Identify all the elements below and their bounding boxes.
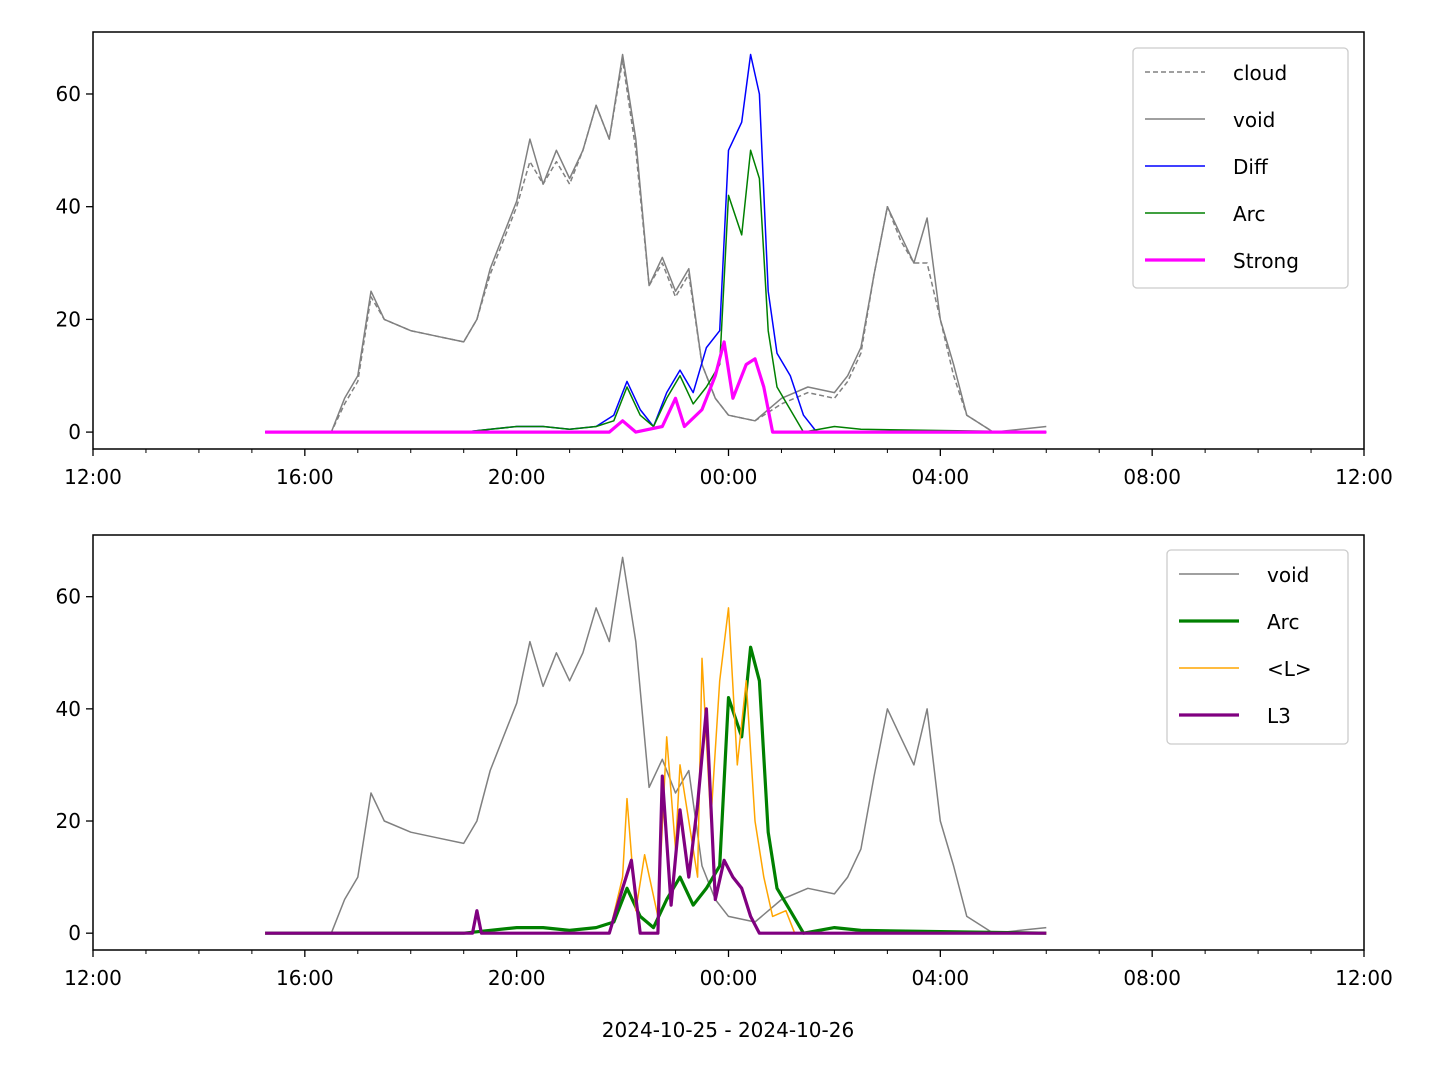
bottom-chart: 0 20 40 60 12:00 16:00 20:00 00:00 04:00 08:00 12:… <box>56 534 1393 990</box>
y-tick-label: 60 <box>56 585 81 609</box>
x-axis-label: 2024-10-25 - 2024-10-26 <box>602 1018 854 1042</box>
x-tick-label: 12:00 <box>1335 966 1393 990</box>
y-tick-label: 20 <box>56 307 81 331</box>
legend-label: Arc <box>1267 610 1299 634</box>
series-line-void <box>265 556 1047 934</box>
x-tick-label: 20:00 <box>488 966 546 990</box>
x-tick-label: 16:00 <box>276 465 334 489</box>
x-tick-label: 20:00 <box>488 465 546 489</box>
legend-label: Arc <box>1233 202 1265 226</box>
y-tick-label: 40 <box>56 697 81 721</box>
y-tick-label: 0 <box>68 420 81 444</box>
x-tick-label: 04:00 <box>912 966 970 990</box>
y-tick-label: 40 <box>56 195 81 219</box>
legend-label: Diff <box>1233 155 1269 179</box>
top-chart: 0 20 40 60 12:00 16:00 20:00 00:00 04:00 08:00 12:… <box>56 31 1393 489</box>
legend-label: L3 <box>1267 704 1291 728</box>
legend-label: void <box>1233 108 1275 132</box>
legend-label: void <box>1267 563 1309 587</box>
x-tick-label: 00:00 <box>700 966 758 990</box>
series-line-void <box>265 53 1047 433</box>
series-line-arc <box>265 149 1047 433</box>
y-tick-label: 20 <box>56 809 81 833</box>
legend-box <box>1132 47 1349 289</box>
x-tick-label: 04:00 <box>912 465 970 489</box>
legend-label: Strong <box>1233 249 1299 273</box>
x-tick-label: 08:00 <box>1123 465 1181 489</box>
series-line-strong <box>265 340 1047 434</box>
series-line-arc <box>265 645 1047 935</box>
legend-label: cloud <box>1233 61 1287 85</box>
x-tick-label: 16:00 <box>276 966 334 990</box>
y-tick-label: 60 <box>56 82 81 106</box>
legend-box <box>1166 549 1349 745</box>
x-tick-label: 12:00 <box>1335 465 1393 489</box>
x-tick-label: 08:00 <box>1123 966 1181 990</box>
series-line-l3 <box>265 707 1047 935</box>
x-tick-label: 00:00 <box>700 465 758 489</box>
y-tick-label: 0 <box>68 921 81 945</box>
legend-label: <L> <box>1267 657 1312 681</box>
x-tick-label: 12:00 <box>64 465 122 489</box>
x-tick-label: 12:00 <box>64 966 122 990</box>
